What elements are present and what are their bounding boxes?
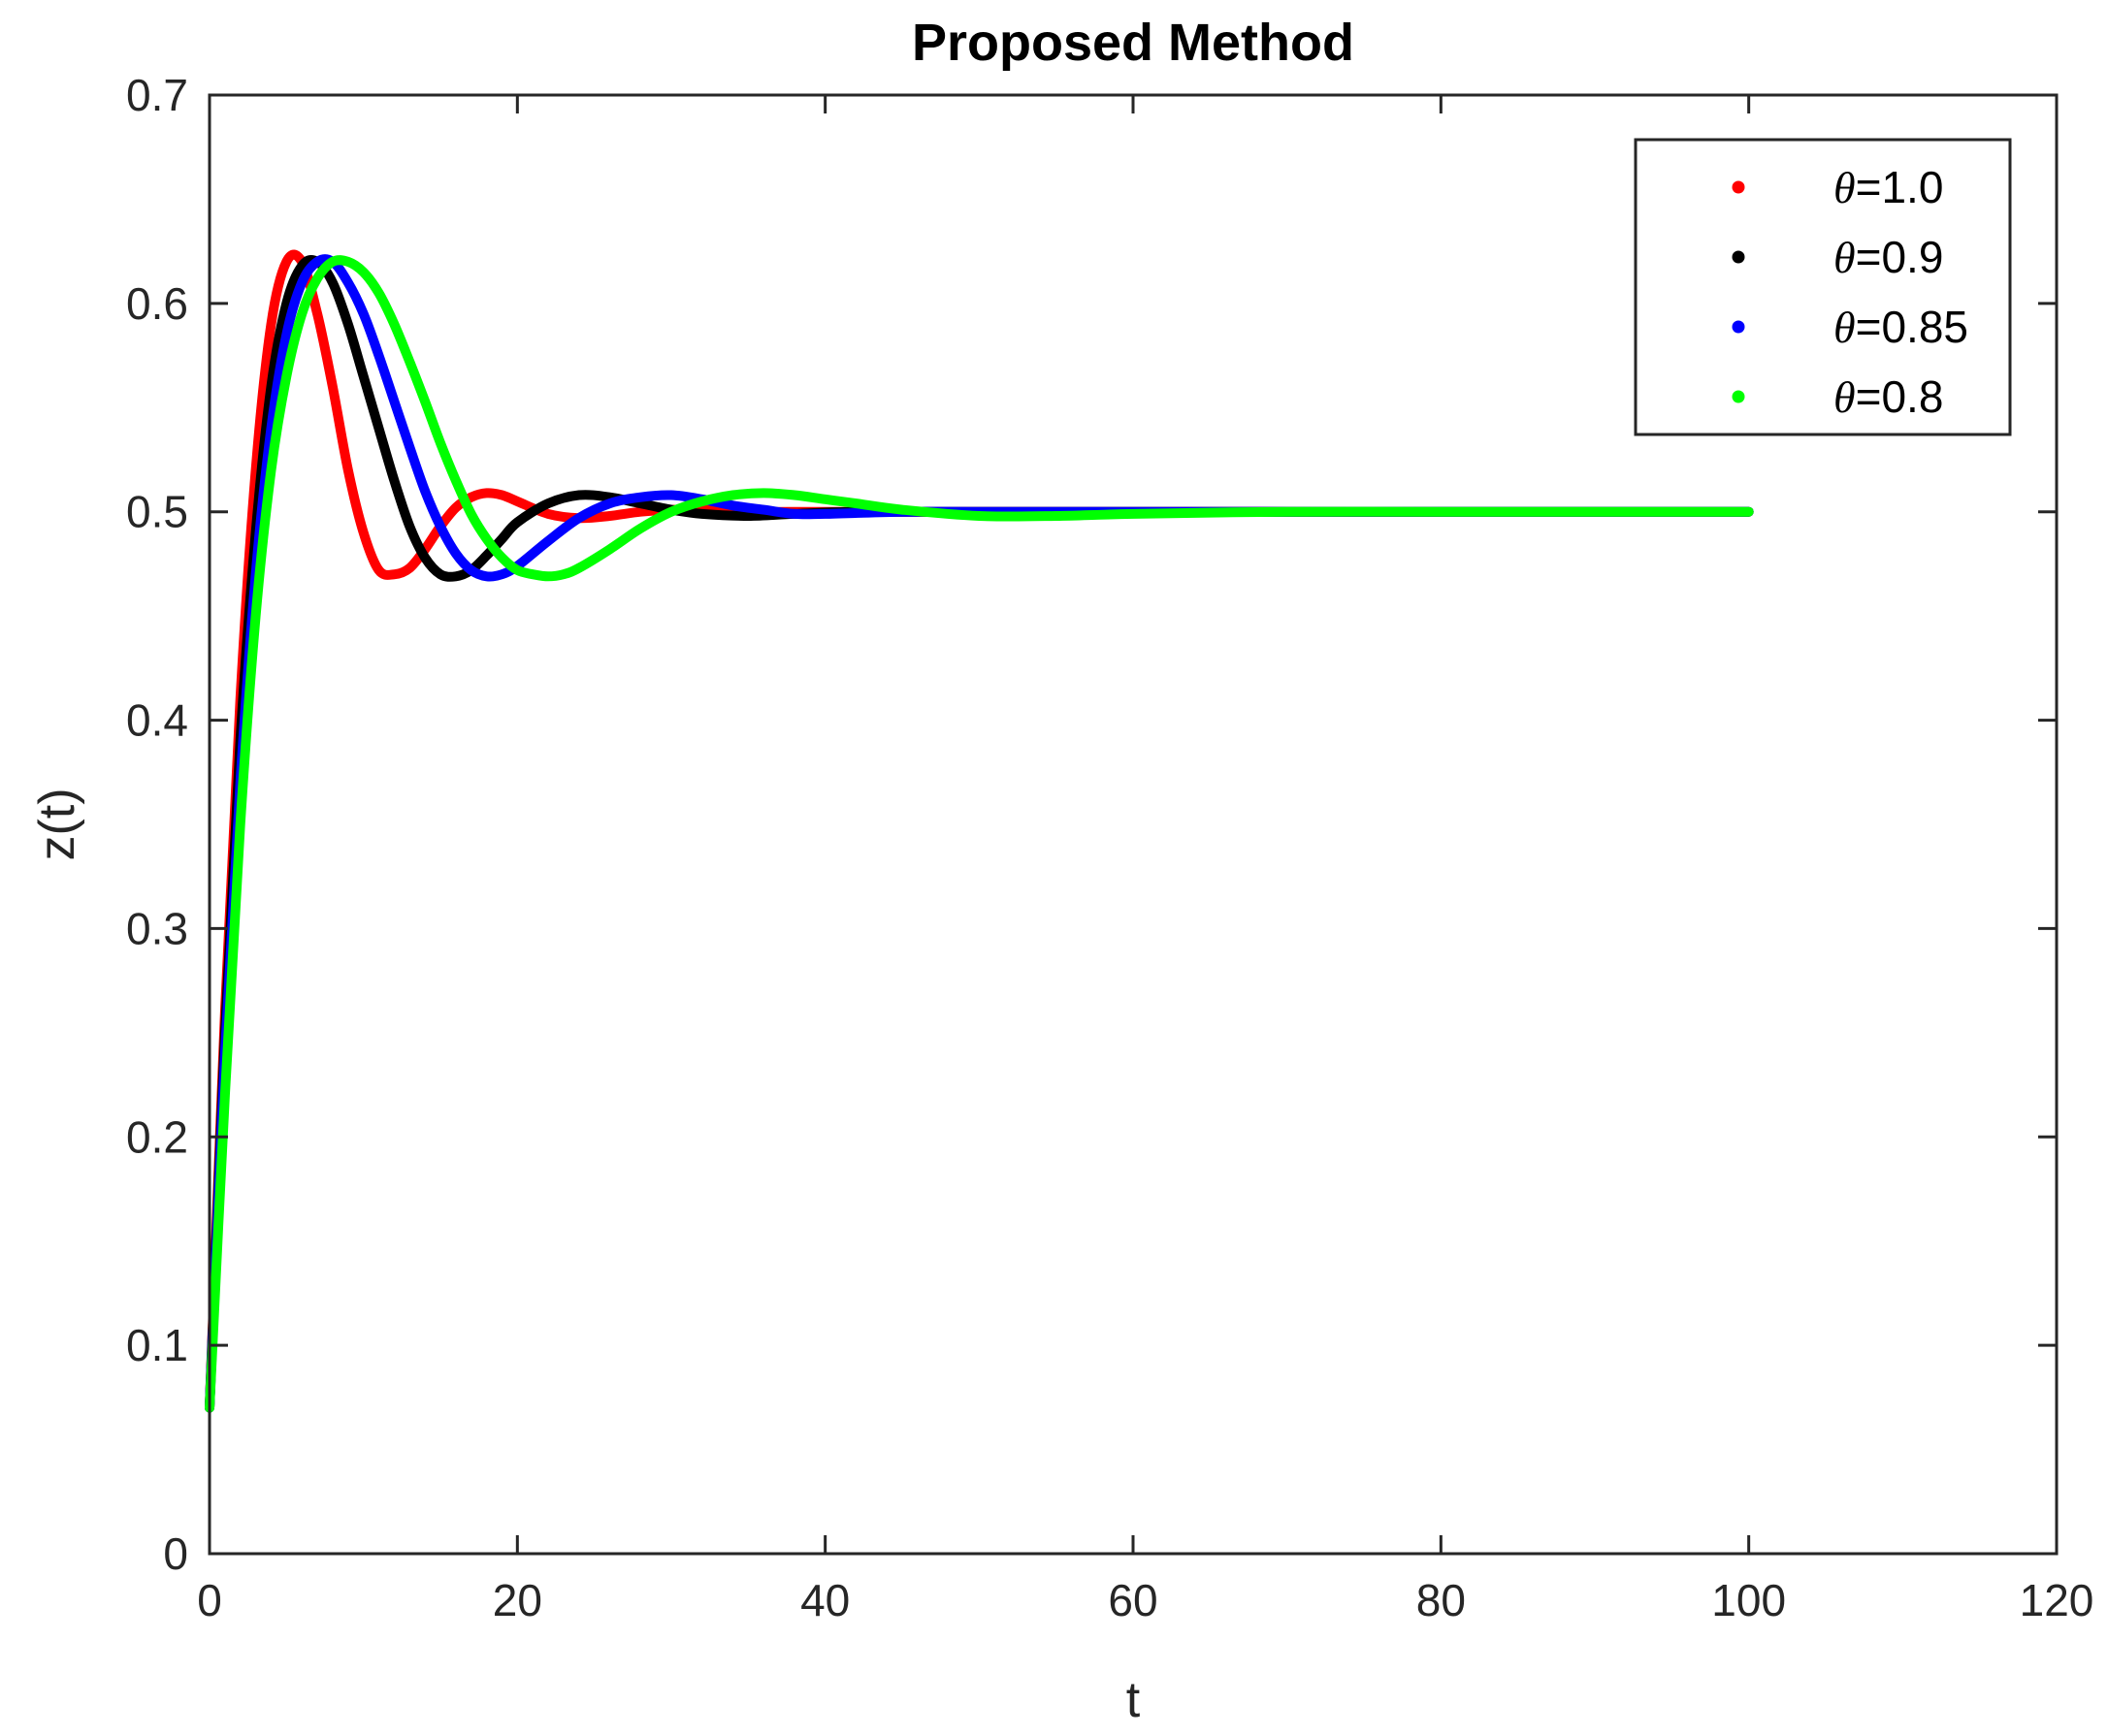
legend-symbol: θ	[1833, 233, 1856, 282]
y-tick-label: 0	[163, 1528, 188, 1579]
legend-marker	[1732, 320, 1745, 334]
legend-marker	[1732, 180, 1745, 194]
x-tick-label: 0	[197, 1575, 222, 1625]
legend-value: =0.8	[1856, 371, 1944, 422]
x-axis-label: t	[1126, 1672, 1141, 1728]
legend-symbol: θ	[1833, 303, 1856, 352]
x-tick-label: 100	[1711, 1575, 1786, 1625]
x-tick-label: 40	[800, 1575, 850, 1625]
legend-value: =0.9	[1856, 232, 1944, 282]
series-layer	[205, 249, 1754, 1413]
legend-value: =0.85	[1856, 302, 1968, 352]
y-tick-label: 0.4	[126, 695, 188, 746]
y-axis-label: z(t)	[29, 788, 85, 860]
x-tick-label: 120	[2020, 1575, 2094, 1625]
y-tick-label: 0.5	[126, 487, 188, 537]
y-tick-label: 0.1	[126, 1320, 188, 1370]
legend-symbol: θ	[1833, 372, 1856, 422]
y-tick-label: 0.6	[126, 278, 188, 329]
legend-label: θ=1.0	[1833, 162, 1943, 212]
ticks-layer: 0 20 40 60 80 100 120 0 0.1 0.2 0.3 0.4 0.5 0.6 0.7	[126, 70, 2093, 1625]
legend-marker	[1732, 390, 1745, 403]
legend-label: θ=0.8	[1833, 371, 1943, 422]
x-tick-label: 20	[493, 1575, 542, 1625]
series-line-3	[205, 255, 1754, 1413]
legend-label: θ=0.85	[1833, 302, 1968, 352]
legend-symbol: θ	[1833, 163, 1856, 212]
legend-value: =1.0	[1856, 162, 1944, 212]
legend: θ=1.0θ=0.9θ=0.85θ=0.8	[1634, 138, 2012, 436]
y-tick-label: 0.2	[126, 1111, 188, 1162]
chart-title: Proposed Method	[912, 14, 1354, 72]
x-tick-label: 80	[1416, 1575, 1466, 1625]
legend-marker	[1732, 250, 1745, 264]
axes-box	[208, 93, 2059, 1556]
y-tick-label: 0.3	[126, 903, 188, 953]
x-tick-label: 60	[1108, 1575, 1157, 1625]
legend-box	[1634, 138, 2012, 436]
y-tick-label: 0.7	[126, 70, 188, 120]
legend-label: θ=0.9	[1833, 232, 1943, 282]
